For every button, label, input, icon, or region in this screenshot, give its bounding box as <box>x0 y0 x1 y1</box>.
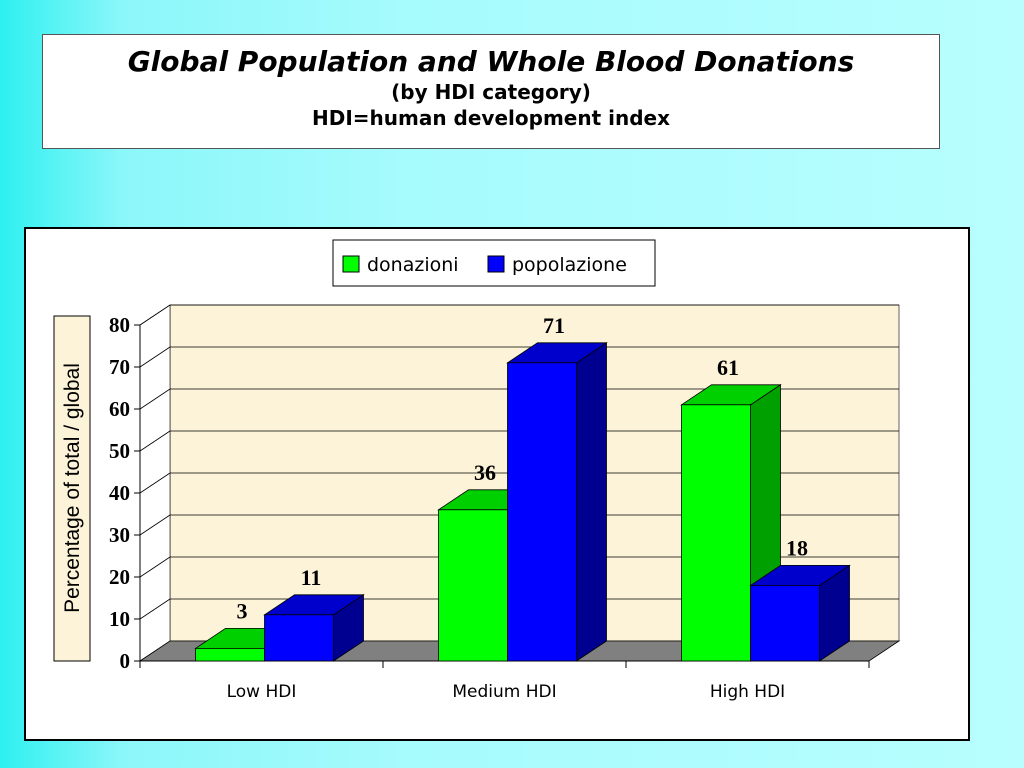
data-label: 3 <box>237 598 248 623</box>
chart-title: Global Population and Whole Blood Donati… <box>127 45 855 78</box>
legend-label: popolazione <box>512 254 627 276</box>
x-axis-labels: Low HDI Medium HDI High HDI <box>227 682 786 702</box>
gridline-depth <box>139 598 171 620</box>
data-label: 36 <box>474 460 496 485</box>
bar-front <box>195 647 265 662</box>
bar-front <box>264 614 334 662</box>
title-box: Global Population and Whole Blood Donati… <box>42 34 940 149</box>
bar-front <box>750 584 820 662</box>
gridline-depth <box>139 346 171 368</box>
y-tick-label: 50 <box>109 439 130 463</box>
data-labels: 3 11 36 71 61 18 <box>237 313 809 624</box>
bar-chart: 0 10 20 30 40 50 60 70 80 3 11 36 71 61 18 Low HDI Med… <box>53 239 901 702</box>
y-tick-label: 80 <box>109 313 130 337</box>
legend: donazioni popolazione <box>332 239 656 287</box>
y-tick-label: 70 <box>109 355 130 379</box>
legend-swatch <box>487 255 505 273</box>
bars <box>194 342 851 662</box>
y-axis-title-box <box>53 315 91 662</box>
bar-front <box>681 404 751 662</box>
y-axis-title: Percentage of total / global <box>61 363 84 613</box>
bar-popolazione <box>749 564 851 662</box>
gridline-depth <box>139 556 171 578</box>
data-label: 71 <box>543 313 565 338</box>
chart-subtitle: (by HDI category) <box>391 80 591 104</box>
gridline-depth <box>139 388 171 410</box>
data-label: 61 <box>717 355 739 380</box>
legend-swatch <box>342 255 360 273</box>
data-label: 11 <box>301 565 322 590</box>
chart-note: HDI=human development index <box>312 106 670 130</box>
y-tick-label: 60 <box>109 397 130 421</box>
bar-front <box>438 509 508 662</box>
y-tick-label: 10 <box>109 607 130 631</box>
gridline-depth <box>139 514 171 536</box>
bar-side <box>576 342 607 662</box>
y-tick-label: 30 <box>109 523 130 547</box>
gridline-depth <box>139 430 171 452</box>
data-label: 18 <box>786 535 808 560</box>
y-tick-label: 0 <box>120 649 131 673</box>
category-label: Medium HDI <box>452 682 556 702</box>
chart-panel: 0 10 20 30 40 50 60 70 80 3 11 36 71 61 18 Low HDI Med… <box>24 227 970 741</box>
bar-popolazione <box>263 594 365 662</box>
y-axis-title-group: Percentage of total / global <box>53 315 91 662</box>
gridline-depth <box>139 304 171 326</box>
category-label: High HDI <box>710 682 785 702</box>
bar-popolazione <box>506 342 608 662</box>
y-tick-label: 20 <box>109 565 130 589</box>
y-tick-label: 40 <box>109 481 130 505</box>
gridline-depth <box>139 472 171 494</box>
category-label: Low HDI <box>227 682 297 702</box>
bar-front <box>507 362 577 662</box>
legend-label: donazioni <box>367 254 459 276</box>
